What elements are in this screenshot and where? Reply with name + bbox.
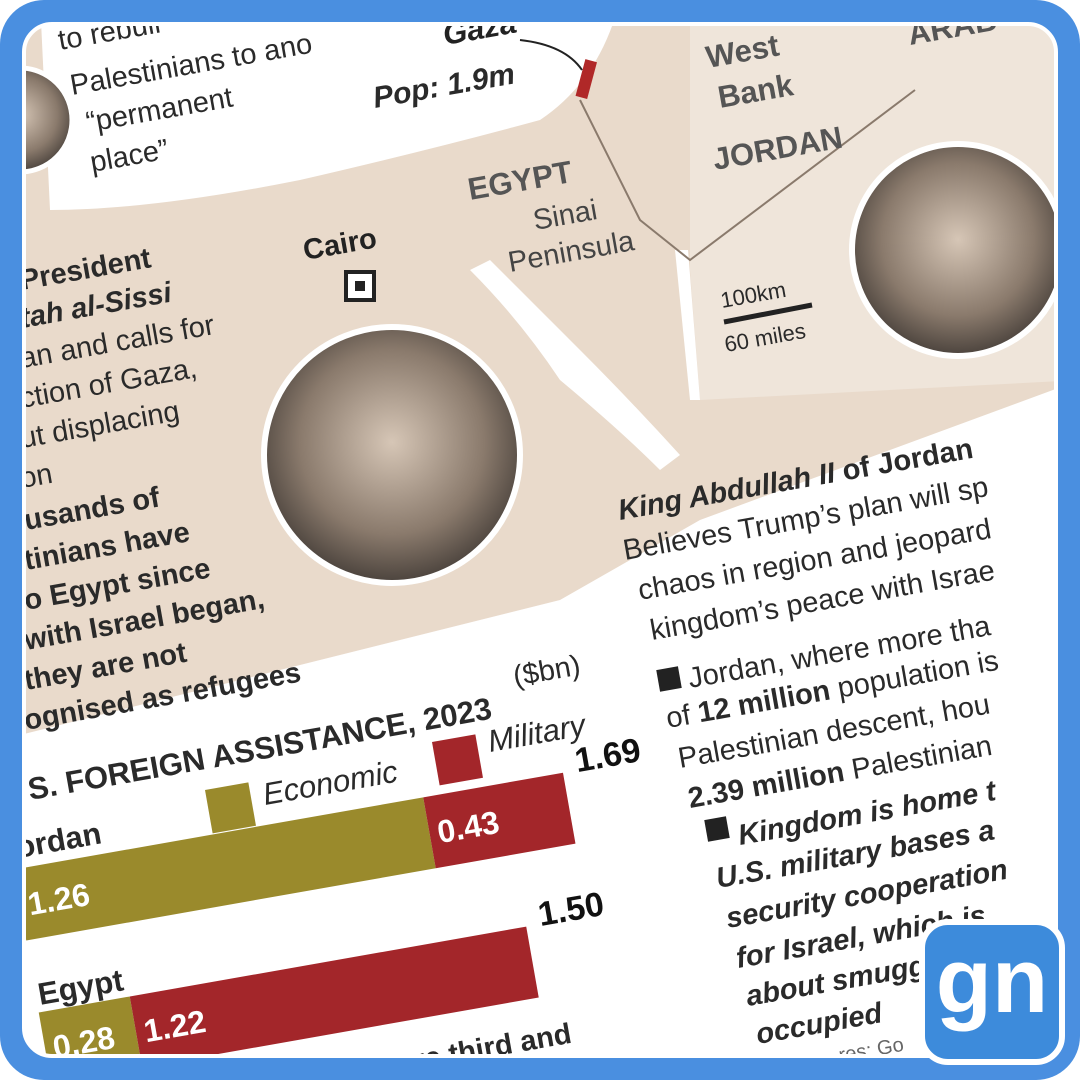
inner-border <box>22 22 1058 1058</box>
legend-swatch <box>205 782 256 834</box>
bar-segment <box>24 797 436 941</box>
bar-segment <box>423 772 576 869</box>
logo-text: gn <box>936 930 1048 1032</box>
gulf-aqaba <box>675 250 700 400</box>
scale-bar <box>723 302 813 325</box>
logo <box>919 919 1065 1065</box>
border <box>579 89 916 262</box>
sea <box>40 24 620 210</box>
cairo-marker-dot <box>355 281 365 291</box>
portrait <box>24 65 75 175</box>
bar-segment <box>38 996 143 1056</box>
bullet <box>656 666 682 692</box>
gaza-strip <box>575 59 597 99</box>
bar-group: 0.28 1.221.50 <box>38 885 607 1056</box>
bar-group: 1.260.431.69 <box>24 731 644 941</box>
gulf <box>470 260 680 470</box>
portrait-sissi <box>261 324 523 586</box>
point-part: of <box>664 698 701 735</box>
portrait-abdullah <box>849 141 1056 359</box>
profile-text: on <box>18 458 55 495</box>
bullet <box>704 816 730 842</box>
gaza-arrow <box>519 39 583 71</box>
bar-segment <box>129 926 539 1056</box>
legend-swatch <box>431 734 483 786</box>
